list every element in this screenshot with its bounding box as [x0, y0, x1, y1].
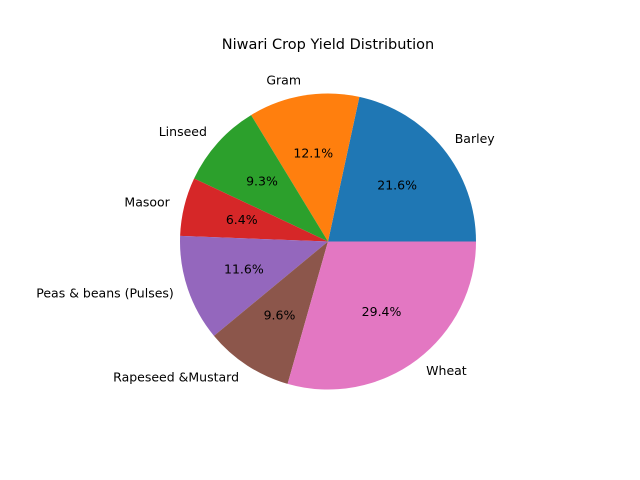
- pct-label-linseed: 9.3%: [246, 174, 278, 189]
- pct-label-masoor: 6.4%: [226, 212, 258, 227]
- pct-label-wheat: 29.4%: [362, 304, 402, 319]
- pie-slice-linseed: [194, 115, 328, 242]
- pie-slice-wheat: [287, 241, 477, 390]
- pct-label-barley: 21.6%: [377, 177, 417, 192]
- pct-label-rapeseed-mustard: 9.6%: [264, 307, 296, 322]
- chart-title: Niwari Crop Yield Distribution: [222, 37, 434, 53]
- slice-label-wheat: Wheat: [426, 363, 467, 378]
- slice-label-gram: Gram: [266, 72, 301, 87]
- slice-label-barley: Barley: [455, 131, 496, 146]
- pct-label-peas-beans-pulses: 11.6%: [224, 262, 264, 277]
- pie-slice-peas-beans-pulses: [180, 235, 328, 336]
- pie-slice-rapeseed-mustard: [213, 241, 328, 384]
- pct-label-gram: 12.1%: [293, 145, 333, 160]
- slice-label-peas-beans-pulses: Peas & beans (Pulses): [36, 285, 174, 300]
- slice-label-masoor: Masoor: [124, 195, 170, 210]
- pie-slice-barley: [328, 96, 476, 242]
- slice-label-rapeseed-mustard: Rapeseed &Mustard: [113, 369, 239, 384]
- pie-slices: [180, 93, 477, 390]
- pie-labels: Barley 21.6% Gram 12.1% Linseed 9.3% Masoor 6.4…: [36, 72, 495, 384]
- pie-slice-gram: [251, 93, 360, 242]
- pie-slice-masoor: [180, 178, 328, 242]
- slice-label-linseed: Linseed: [159, 124, 207, 139]
